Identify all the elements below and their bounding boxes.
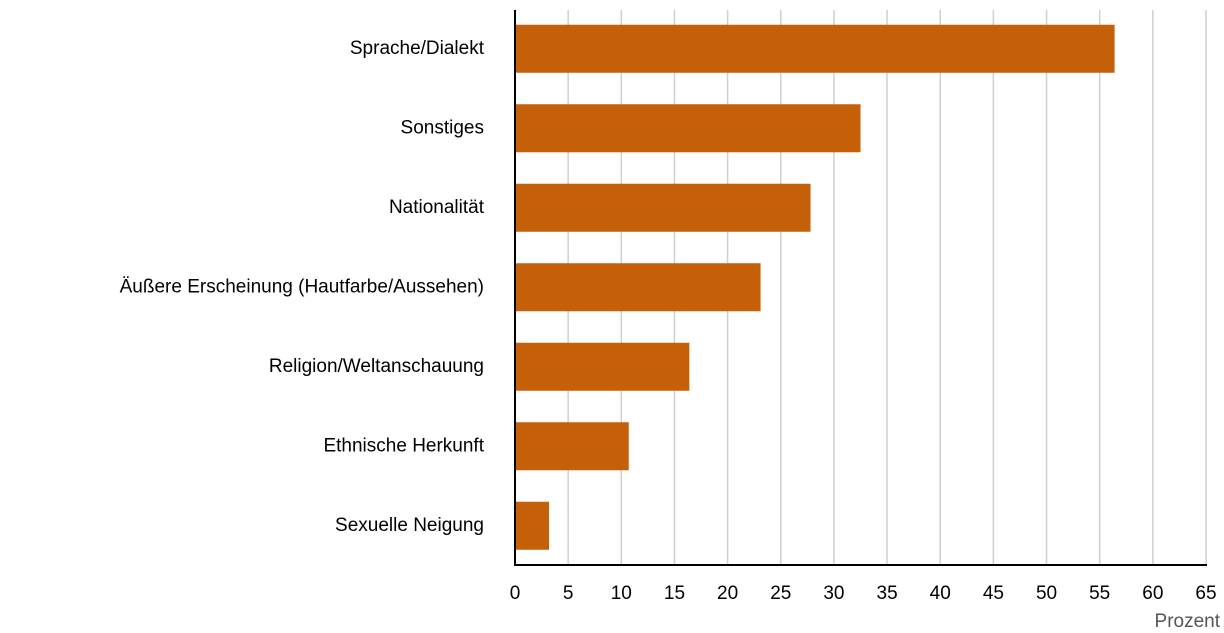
y-tick-label: Sprache/Dialekt xyxy=(350,38,485,59)
x-tick-label: 10 xyxy=(611,583,632,604)
bar xyxy=(515,104,861,153)
bar xyxy=(515,501,550,550)
y-tick-label: Religion/Weltanschauung xyxy=(269,356,484,377)
x-tick-label: 30 xyxy=(823,583,844,604)
bar xyxy=(515,24,1115,73)
x-tick-label: 60 xyxy=(1142,583,1163,604)
y-tick-label: Sonstiges xyxy=(401,117,484,138)
x-tick-label: 35 xyxy=(877,583,898,604)
x-axis-label: Prozent xyxy=(1155,611,1221,632)
bar xyxy=(515,183,811,232)
x-tick-label: 55 xyxy=(1089,583,1110,604)
x-tick-label: 20 xyxy=(717,583,738,604)
y-tick-label: Ethnische Herkunft xyxy=(323,435,484,456)
y-tick-label: Nationalität xyxy=(389,197,485,218)
bar xyxy=(515,422,629,471)
x-tick-label: 65 xyxy=(1195,583,1216,604)
x-tick-label: 15 xyxy=(664,583,685,604)
x-tick-label: 40 xyxy=(930,583,951,604)
x-tick-label: 5 xyxy=(563,583,574,604)
x-tick-label: 0 xyxy=(510,583,521,604)
bar xyxy=(515,342,690,391)
x-tick-label: 50 xyxy=(1036,583,1057,604)
y-tick-label: Sexuelle Neigung xyxy=(335,515,484,536)
x-tick-label: 25 xyxy=(770,583,791,604)
y-tick-label: Äußere Erscheinung (Hautfarbe/Aussehen) xyxy=(120,276,484,297)
bar xyxy=(515,263,761,312)
x-tick-label: 45 xyxy=(983,583,1004,604)
